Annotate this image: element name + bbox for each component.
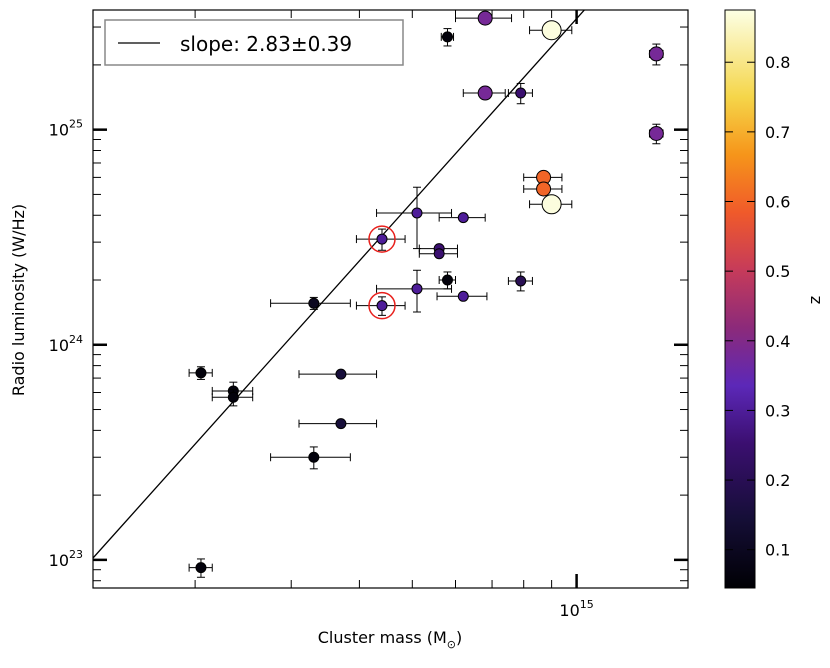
legend-label: slope: 2.83±0.39 bbox=[180, 32, 352, 56]
data-point-group bbox=[529, 194, 573, 215]
data-point bbox=[335, 418, 347, 430]
data-point-group bbox=[298, 368, 378, 380]
data-point bbox=[227, 391, 239, 403]
data-point-group bbox=[438, 212, 486, 224]
colorbar-ticks: 0.1 0.2 0.3 0.4 0.5 0.6 0.7 0.8 bbox=[725, 53, 790, 560]
data-point bbox=[441, 274, 453, 286]
data-point-group bbox=[418, 248, 458, 260]
data-point bbox=[541, 194, 562, 215]
data-point bbox=[411, 207, 423, 219]
data-point-group bbox=[462, 85, 506, 101]
data-point bbox=[441, 31, 453, 43]
x-axis-label: Cluster mass (M⊙) bbox=[318, 628, 463, 651]
data-point bbox=[308, 297, 320, 309]
data-point-group bbox=[507, 82, 533, 105]
data-point bbox=[195, 367, 207, 379]
colorbar: 0.1 0.2 0.3 0.4 0.5 0.6 0.7 0.8 z bbox=[724, 9, 824, 589]
data-point-group bbox=[438, 271, 457, 290]
data-point bbox=[335, 368, 347, 380]
data-point-group bbox=[455, 10, 513, 26]
data-point-group bbox=[507, 271, 533, 292]
data-point-group bbox=[298, 418, 378, 430]
data-point bbox=[457, 212, 469, 224]
plot-area bbox=[93, 10, 664, 578]
data-point bbox=[195, 562, 207, 574]
data-point bbox=[308, 451, 320, 463]
data-point-group bbox=[529, 20, 573, 41]
data-point bbox=[411, 283, 423, 295]
colorbar-tick-label: 0.6 bbox=[765, 193, 790, 212]
colorbar-tick-label: 0.5 bbox=[765, 262, 790, 281]
data-point-group bbox=[376, 186, 453, 250]
colorbar-tick-label: 0.4 bbox=[765, 332, 790, 351]
x-tick-label: 1015 bbox=[559, 598, 593, 620]
data-point-group bbox=[211, 388, 254, 407]
colorbar-tick-label: 0.1 bbox=[765, 541, 790, 560]
plot-clip-group bbox=[93, 10, 664, 578]
data-point bbox=[433, 248, 445, 260]
fit-line bbox=[93, 10, 586, 559]
data-point-group bbox=[440, 28, 455, 47]
data-point bbox=[376, 300, 388, 312]
data-point-group bbox=[270, 446, 351, 470]
data-point-group bbox=[188, 558, 213, 578]
data-point-group bbox=[270, 296, 351, 310]
legend: slope: 2.83±0.39 bbox=[104, 19, 404, 66]
data-point-group bbox=[648, 43, 664, 66]
y-tick-label: 1023 bbox=[49, 548, 83, 570]
data-point-group bbox=[436, 290, 488, 302]
y-tick-label: 1024 bbox=[49, 333, 83, 355]
data-point bbox=[477, 10, 493, 26]
colorbar-tick-label: 0.3 bbox=[765, 401, 790, 420]
data-point bbox=[515, 87, 527, 99]
data-point-group bbox=[188, 366, 213, 380]
highlight-ring bbox=[368, 225, 396, 253]
data-point bbox=[541, 20, 562, 41]
data-point bbox=[457, 290, 469, 302]
y-tick-label: 1025 bbox=[49, 118, 83, 140]
data-point-group bbox=[355, 291, 406, 320]
highlight-ring bbox=[368, 291, 396, 320]
data-point bbox=[376, 233, 388, 245]
colorbar-tick-label: 0.8 bbox=[765, 53, 790, 72]
colorbar-tick-label: 0.7 bbox=[765, 123, 790, 142]
data-point bbox=[648, 46, 664, 62]
axis-ticks: 1023 1024 1025 1015 bbox=[49, 10, 688, 620]
colorbar-gradient bbox=[724, 9, 756, 589]
data-point-group bbox=[648, 123, 664, 145]
data-point bbox=[536, 181, 552, 197]
data-point bbox=[515, 275, 527, 287]
data-point-group bbox=[376, 269, 453, 313]
colorbar-label: z bbox=[805, 296, 824, 304]
data-point bbox=[477, 85, 493, 101]
colorbar-tick-label: 0.2 bbox=[765, 471, 790, 490]
data-point-group bbox=[523, 181, 563, 197]
data-point bbox=[648, 125, 664, 141]
y-axis-label: Radio luminosity (W/Hz) bbox=[9, 204, 28, 396]
plot-frame bbox=[92, 9, 689, 589]
data-point-group bbox=[355, 225, 406, 253]
